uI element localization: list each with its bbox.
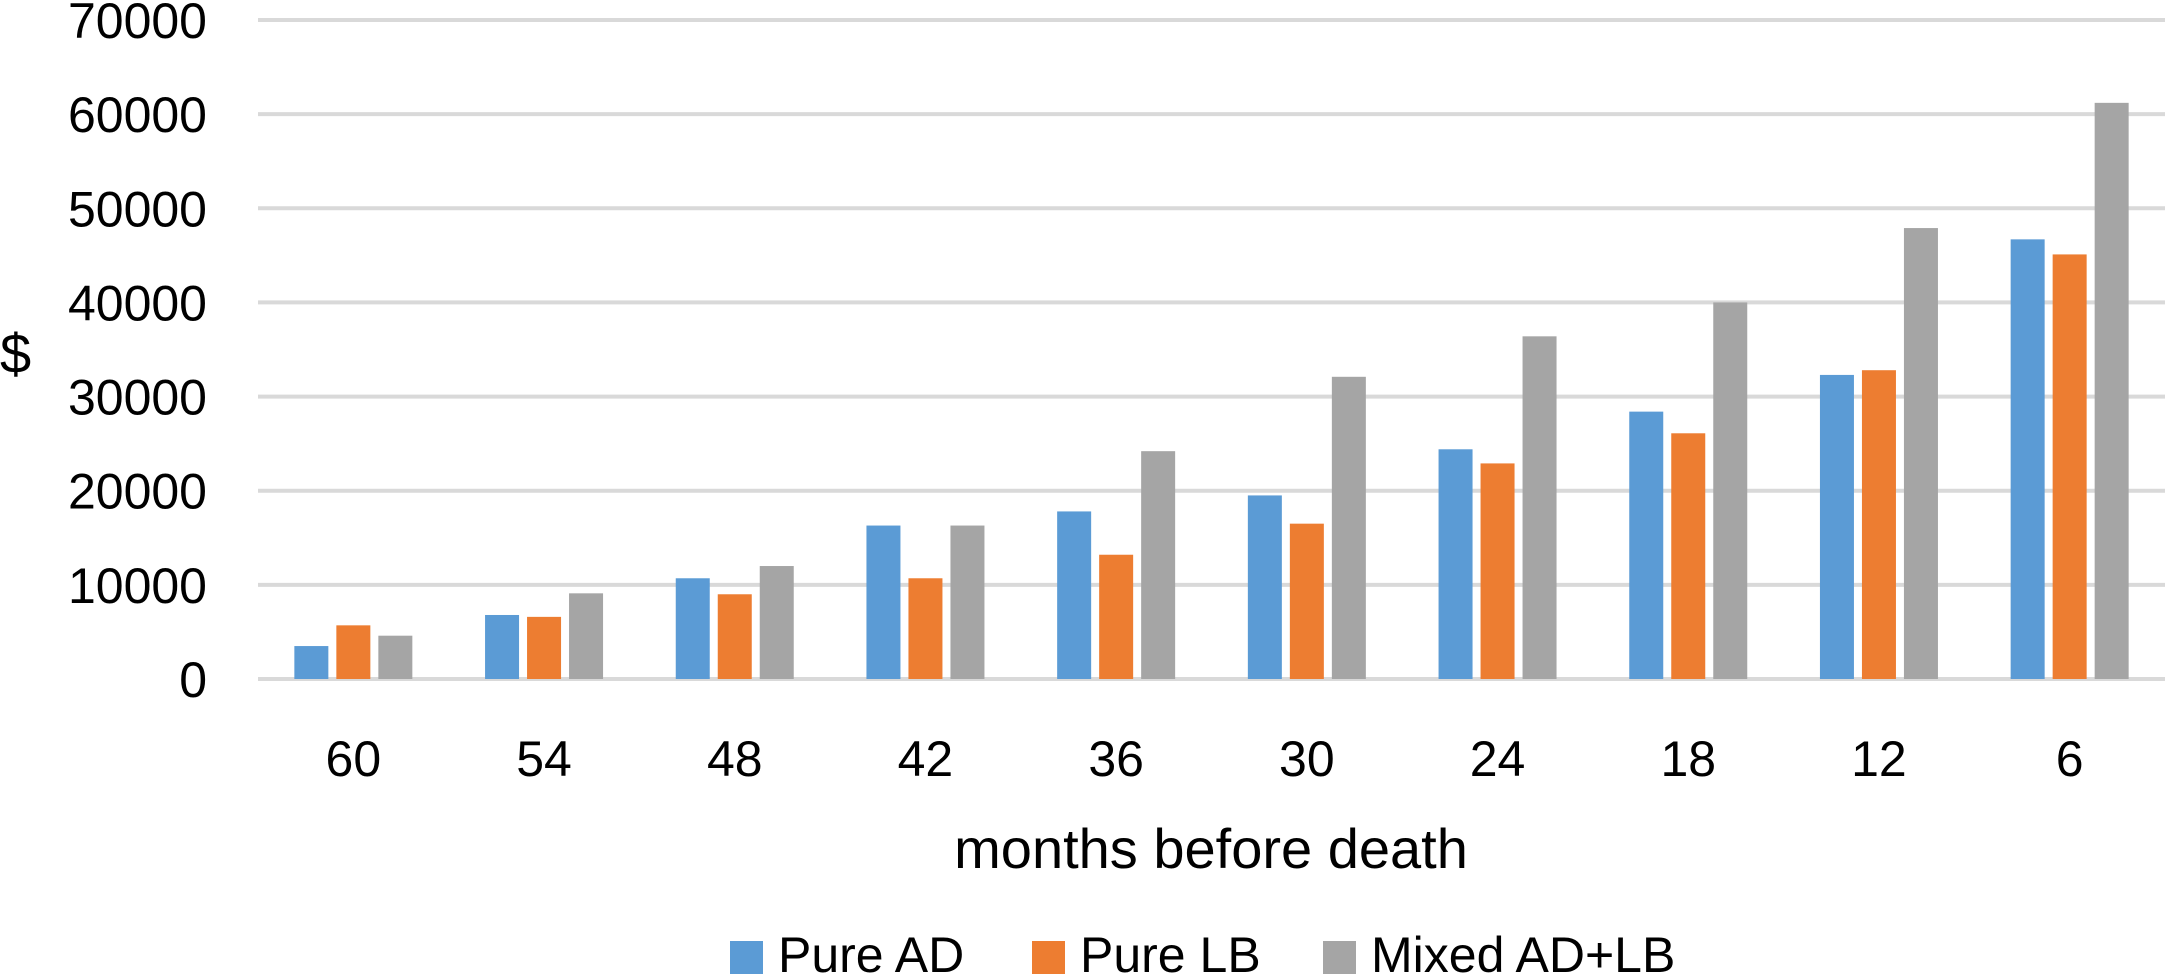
x-axis-ticks: 60 54 48 42 36 30 24 18 12 6 xyxy=(326,731,2084,787)
bar-pure-lb-36 xyxy=(1099,554,1134,679)
x-tick-label: 36 xyxy=(1088,731,1144,787)
y-tick-label: 40000 xyxy=(68,275,207,331)
bar-pure-ad-18 xyxy=(1629,411,1664,679)
bar-pure-ad-24 xyxy=(1438,449,1473,679)
bar-pure-lb-60 xyxy=(336,625,371,679)
x-tick-label: 24 xyxy=(1470,731,1526,787)
bar-pure-ad-36 xyxy=(1057,511,1092,679)
legend-swatch xyxy=(1032,941,1065,974)
bar-pure-lb-54 xyxy=(527,616,562,679)
gridlines xyxy=(258,18,2165,681)
bar-mixed-ad-lb-48 xyxy=(759,566,794,679)
bar-pure-ad-30 xyxy=(1247,495,1282,679)
bar-pure-ad-54 xyxy=(485,614,520,679)
bar-mixed-ad-lb-54 xyxy=(569,593,604,679)
bar-mixed-ad-lb-6 xyxy=(2094,102,2129,680)
x-tick-label: 42 xyxy=(898,731,954,787)
bar-mixed-ad-lb-36 xyxy=(1141,451,1176,679)
bars xyxy=(294,102,2129,680)
x-tick-label: 12 xyxy=(1851,731,1907,787)
bar-pure-lb-18 xyxy=(1671,433,1706,679)
x-tick-label: 30 xyxy=(1279,731,1335,787)
y-tick-label: 20000 xyxy=(68,464,207,520)
y-tick-label: 0 xyxy=(179,652,207,708)
bar-mixed-ad-lb-24 xyxy=(1522,336,1557,679)
x-tick-label: 48 xyxy=(707,731,763,787)
bar-mixed-ad-lb-12 xyxy=(1903,228,1938,679)
x-tick-label: 60 xyxy=(326,731,382,787)
y-axis-label: $ xyxy=(0,322,31,385)
y-tick-label: 70000 xyxy=(68,0,207,49)
bar-pure-lb-48 xyxy=(717,594,752,679)
bar-pure-ad-42 xyxy=(866,525,901,679)
bar-pure-ad-48 xyxy=(675,578,710,679)
legend-label: Pure LB xyxy=(1080,927,1261,975)
x-tick-label: 6 xyxy=(2056,731,2084,787)
bar-mixed-ad-lb-30 xyxy=(1331,376,1366,679)
bar-mixed-ad-lb-18 xyxy=(1713,302,1748,679)
y-tick-label: 50000 xyxy=(68,181,207,237)
legend-label: Mixed AD+LB xyxy=(1371,927,1675,975)
legend-swatch xyxy=(1323,941,1356,974)
y-tick-label: 60000 xyxy=(68,87,207,143)
bar-pure-ad-6 xyxy=(2010,239,2045,680)
bar-mixed-ad-lb-60 xyxy=(378,635,413,679)
y-axis-ticks: 0 10000 20000 30000 40000 50000 60000 70000 xyxy=(68,0,207,708)
x-tick-label: 54 xyxy=(516,731,572,787)
y-tick-label: 10000 xyxy=(68,558,207,614)
bar-pure-lb-42 xyxy=(908,578,943,679)
y-tick-label: 30000 xyxy=(68,370,207,426)
bar-pure-lb-6 xyxy=(2052,254,2087,679)
x-tick-label: 18 xyxy=(1660,731,1716,787)
legend-label: Pure AD xyxy=(778,927,964,975)
bar-pure-lb-30 xyxy=(1289,523,1324,679)
bar-mixed-ad-lb-42 xyxy=(950,525,985,679)
bar-pure-ad-60 xyxy=(294,646,329,679)
bar-pure-lb-24 xyxy=(1480,463,1515,679)
legend-swatch xyxy=(730,941,763,974)
bar-pure-lb-12 xyxy=(1861,370,1896,679)
x-axis-label: months before death xyxy=(954,817,1468,880)
legend: Pure AD Pure LB Mixed AD+LB xyxy=(730,927,1675,975)
bar-pure-ad-12 xyxy=(1819,374,1854,679)
